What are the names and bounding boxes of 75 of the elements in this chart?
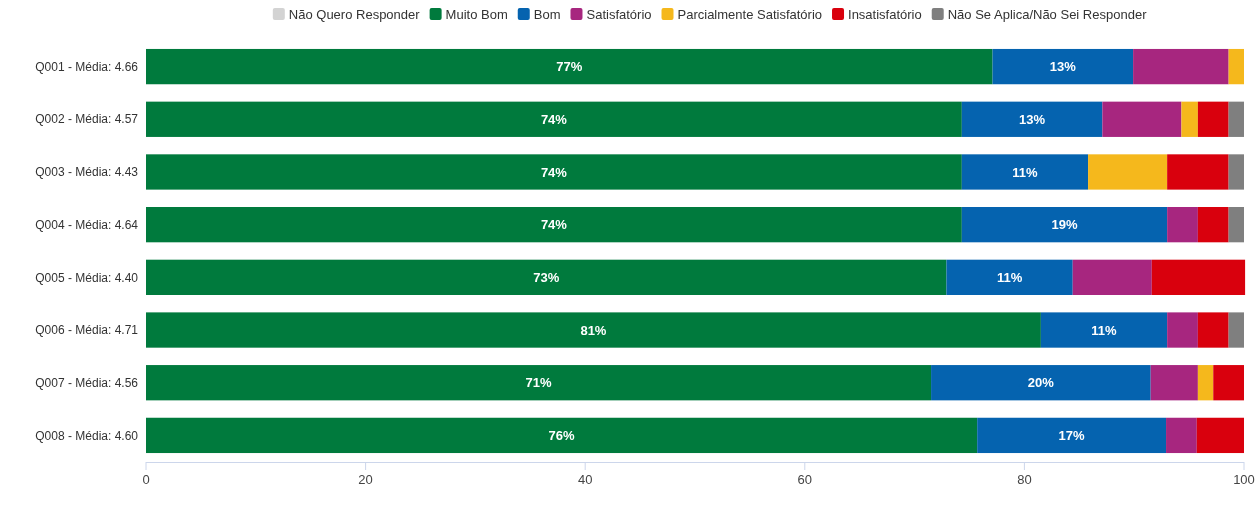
bar <box>1197 101 1229 137</box>
bar <box>1197 312 1229 348</box>
bar <box>1228 207 1244 243</box>
data-label: 74% <box>540 164 568 180</box>
data-label: 20% <box>1027 375 1055 391</box>
bar <box>1166 417 1197 454</box>
bar <box>1181 101 1198 137</box>
x-tick-label: 80 <box>1017 472 1032 487</box>
y-tick-label: Q006 - Média: 4.71 <box>35 323 139 338</box>
legend-label: Muito Bom <box>445 6 508 22</box>
x-tick-label: 20 <box>358 472 373 487</box>
legend-label: Não Se Aplica/Não Sei Responder <box>947 6 1148 22</box>
bar <box>146 154 962 190</box>
bar <box>1102 101 1182 137</box>
bar <box>931 365 1151 401</box>
x-tick-label: 100 <box>1233 472 1255 487</box>
bar <box>961 154 1089 190</box>
bar <box>1072 259 1152 295</box>
bar <box>1088 154 1168 190</box>
bar <box>146 207 962 243</box>
bar <box>1040 312 1168 348</box>
bar <box>1228 312 1244 348</box>
bar <box>1196 417 1244 454</box>
bar <box>146 48 993 85</box>
bar <box>1213 365 1244 401</box>
data-label: 74% <box>540 111 568 127</box>
y-tick-label: Q005 - Média: 4.40 <box>35 270 139 285</box>
data-label: 19% <box>1051 217 1078 233</box>
data-label: 77% <box>556 59 583 75</box>
y-tick-label: Q008 - Média: 4.60 <box>35 428 139 443</box>
x-tick-label: 40 <box>577 472 593 487</box>
legend-label: Não Quero Responder <box>288 6 421 22</box>
y-tick-label: Q002 - Média: 4.57 <box>35 112 139 127</box>
bar <box>1167 207 1198 243</box>
bar <box>992 48 1134 85</box>
y-tick-label: Q004 - Média: 4.64 <box>35 217 139 232</box>
data-label: 13% <box>1049 59 1077 75</box>
bar <box>961 207 1168 243</box>
bar <box>977 417 1167 454</box>
y-tick-label: Q003 - Média: 4.43 <box>35 165 139 180</box>
bar <box>1167 312 1198 348</box>
bar <box>1228 154 1244 190</box>
data-label: 76% <box>548 427 576 443</box>
data-label: 81% <box>580 322 607 338</box>
data-label: 13% <box>1019 111 1046 127</box>
bar <box>1228 101 1244 137</box>
legend-label: Parcialmente Satisfatório <box>677 6 823 22</box>
data-label: 73% <box>533 269 560 285</box>
data-label: 11% <box>996 269 1023 285</box>
bar <box>1151 259 1246 295</box>
bar <box>146 312 1041 348</box>
data-label: 11% <box>1012 164 1039 180</box>
bar <box>1197 365 1214 401</box>
bar <box>146 259 947 295</box>
bar <box>1150 365 1198 401</box>
y-tick-label: Q007 - Média: 4.56 <box>35 375 139 390</box>
y-tick-label: Q001 - Média: 4.66 <box>35 59 139 74</box>
x-tick-label: 60 <box>797 472 813 487</box>
data-label: 11% <box>1091 322 1118 338</box>
bar <box>146 365 932 401</box>
legend-label: Insatisfatório <box>848 6 922 22</box>
bar <box>961 101 1103 137</box>
bar <box>146 101 962 137</box>
data-label: 71% <box>525 375 552 391</box>
bar <box>1197 207 1229 243</box>
bar <box>1228 48 1244 85</box>
bar <box>1167 154 1229 190</box>
x-tick-label: 0 <box>142 472 150 487</box>
legend-label: Satisfatório <box>586 6 652 22</box>
bar <box>146 417 978 454</box>
bar <box>946 259 1073 295</box>
legend-label: Bom <box>533 6 561 22</box>
data-label: 74% <box>540 217 568 233</box>
data-label: 17% <box>1058 427 1086 443</box>
bar <box>1133 48 1229 85</box>
